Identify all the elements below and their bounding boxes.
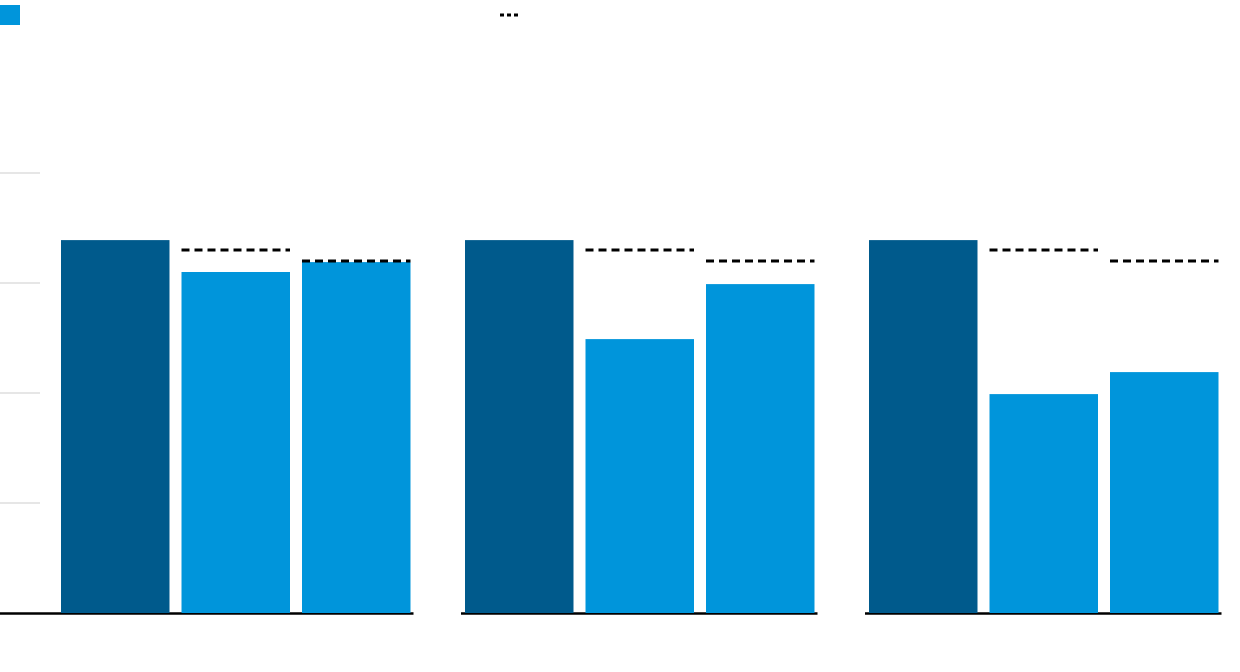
bar xyxy=(61,240,170,613)
bar xyxy=(181,272,290,613)
bar xyxy=(706,284,815,613)
bar xyxy=(302,262,411,613)
bar xyxy=(465,240,574,613)
bar xyxy=(869,240,978,613)
bar xyxy=(1110,372,1219,613)
bar xyxy=(585,339,694,613)
bar xyxy=(989,394,1098,613)
legend-swatch xyxy=(0,5,20,25)
